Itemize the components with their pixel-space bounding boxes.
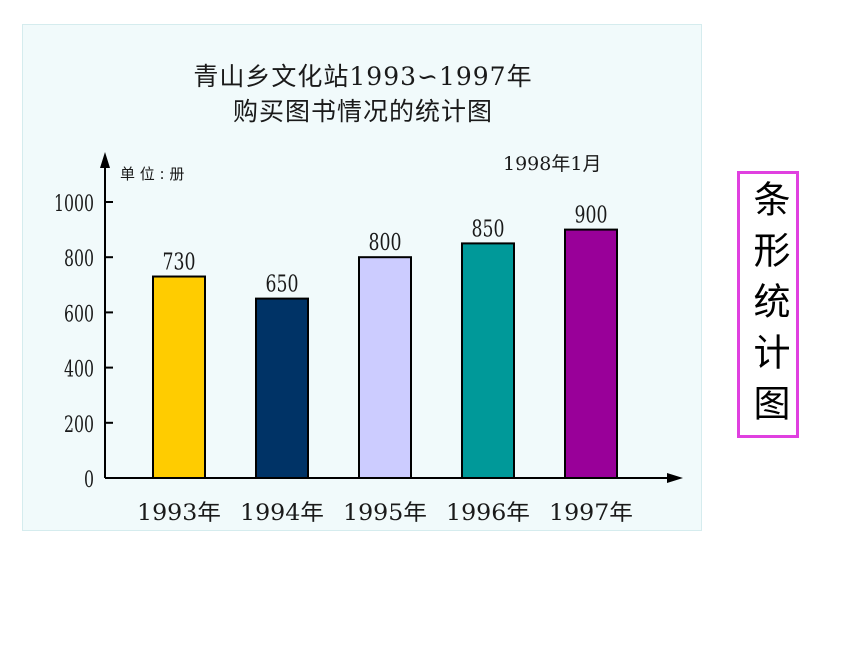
- unit-label: 单 位 : 册: [120, 165, 185, 183]
- y-axis-arrow: [100, 152, 110, 168]
- y-tick-label: 1000: [54, 192, 94, 217]
- x-tick-label: 1996年: [446, 501, 530, 526]
- x-tick-label: 1995年: [343, 501, 427, 526]
- y-tick-label: 600: [64, 302, 94, 327]
- chart-type-label: 条形统计图: [747, 180, 790, 435]
- chart-type-box: 条形统计图: [737, 171, 799, 438]
- x-tick-label: 1993年: [137, 501, 221, 526]
- y-tick-label: 0: [84, 468, 94, 493]
- data-label: 850: [472, 216, 505, 242]
- data-label: 800: [369, 230, 402, 256]
- data-label: 650: [266, 272, 299, 298]
- bar-chart: 0 200 400 600 800 1000 730 1993年 650 1994年 800 1995…: [54, 152, 683, 526]
- x-tick-label: 1994年: [240, 501, 324, 526]
- y-tick-label: 200: [64, 413, 94, 438]
- bar: [358, 256, 412, 479]
- y-tick-label: 800: [64, 247, 94, 272]
- y-tick-label: 400: [64, 358, 94, 383]
- bar: [564, 228, 618, 479]
- bar: [461, 242, 515, 479]
- chart-panel: 青山乡文化站1993∽1997年 购买图书情况的统计图 单 位 : 册 1998…: [22, 24, 702, 531]
- x-tick-label: 1997年: [549, 501, 633, 526]
- bar: [255, 297, 309, 479]
- date-label: 1998年1月: [503, 153, 602, 175]
- x-axis-arrow: [667, 473, 683, 483]
- chart-title-line-2: 购买图书情况的统计图: [232, 97, 493, 126]
- data-label: 900: [575, 203, 608, 229]
- bar: [152, 275, 206, 479]
- data-label: 730: [163, 250, 196, 276]
- chart-title-line-1: 青山乡文化站1993∽1997年: [193, 62, 533, 91]
